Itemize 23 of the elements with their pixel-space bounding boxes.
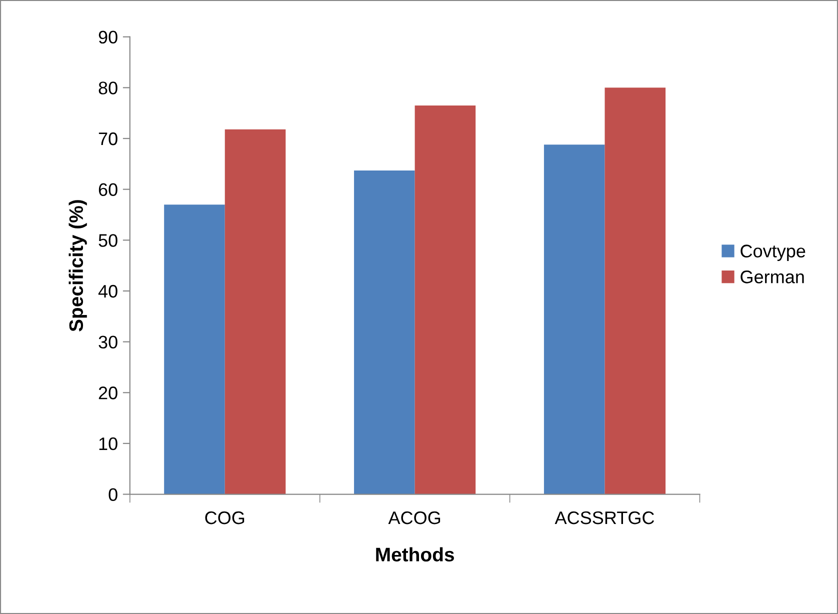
y-tick-label: 0 xyxy=(108,488,118,501)
y-axis-title: Specificity (%) xyxy=(68,200,87,332)
y-tick-label: 90 xyxy=(98,30,118,44)
y-tick-label: 10 xyxy=(99,437,118,450)
y-tick-label: 70 xyxy=(98,132,118,146)
y-tick-label: 20 xyxy=(98,386,118,400)
legend-label: Covtype xyxy=(740,244,806,262)
y-tick-label: 80 xyxy=(98,82,118,94)
y-tick-label: 50 xyxy=(98,234,118,247)
bar xyxy=(354,170,415,494)
bar xyxy=(544,144,605,494)
y-tick-label: 60 xyxy=(98,183,118,196)
x-tick-label: ACOG xyxy=(388,511,440,524)
x-axis-title: Methods xyxy=(376,547,454,562)
x-tick-label: COG xyxy=(205,511,244,524)
x-tick-label: ACSSRTGC xyxy=(554,511,654,524)
bar xyxy=(414,105,476,494)
bar xyxy=(224,129,286,494)
y-tick-label: 30 xyxy=(98,336,118,349)
bar xyxy=(164,204,225,494)
legend-label: German xyxy=(740,270,804,284)
y-tick-label: 40 xyxy=(98,284,118,298)
bar xyxy=(604,88,666,494)
